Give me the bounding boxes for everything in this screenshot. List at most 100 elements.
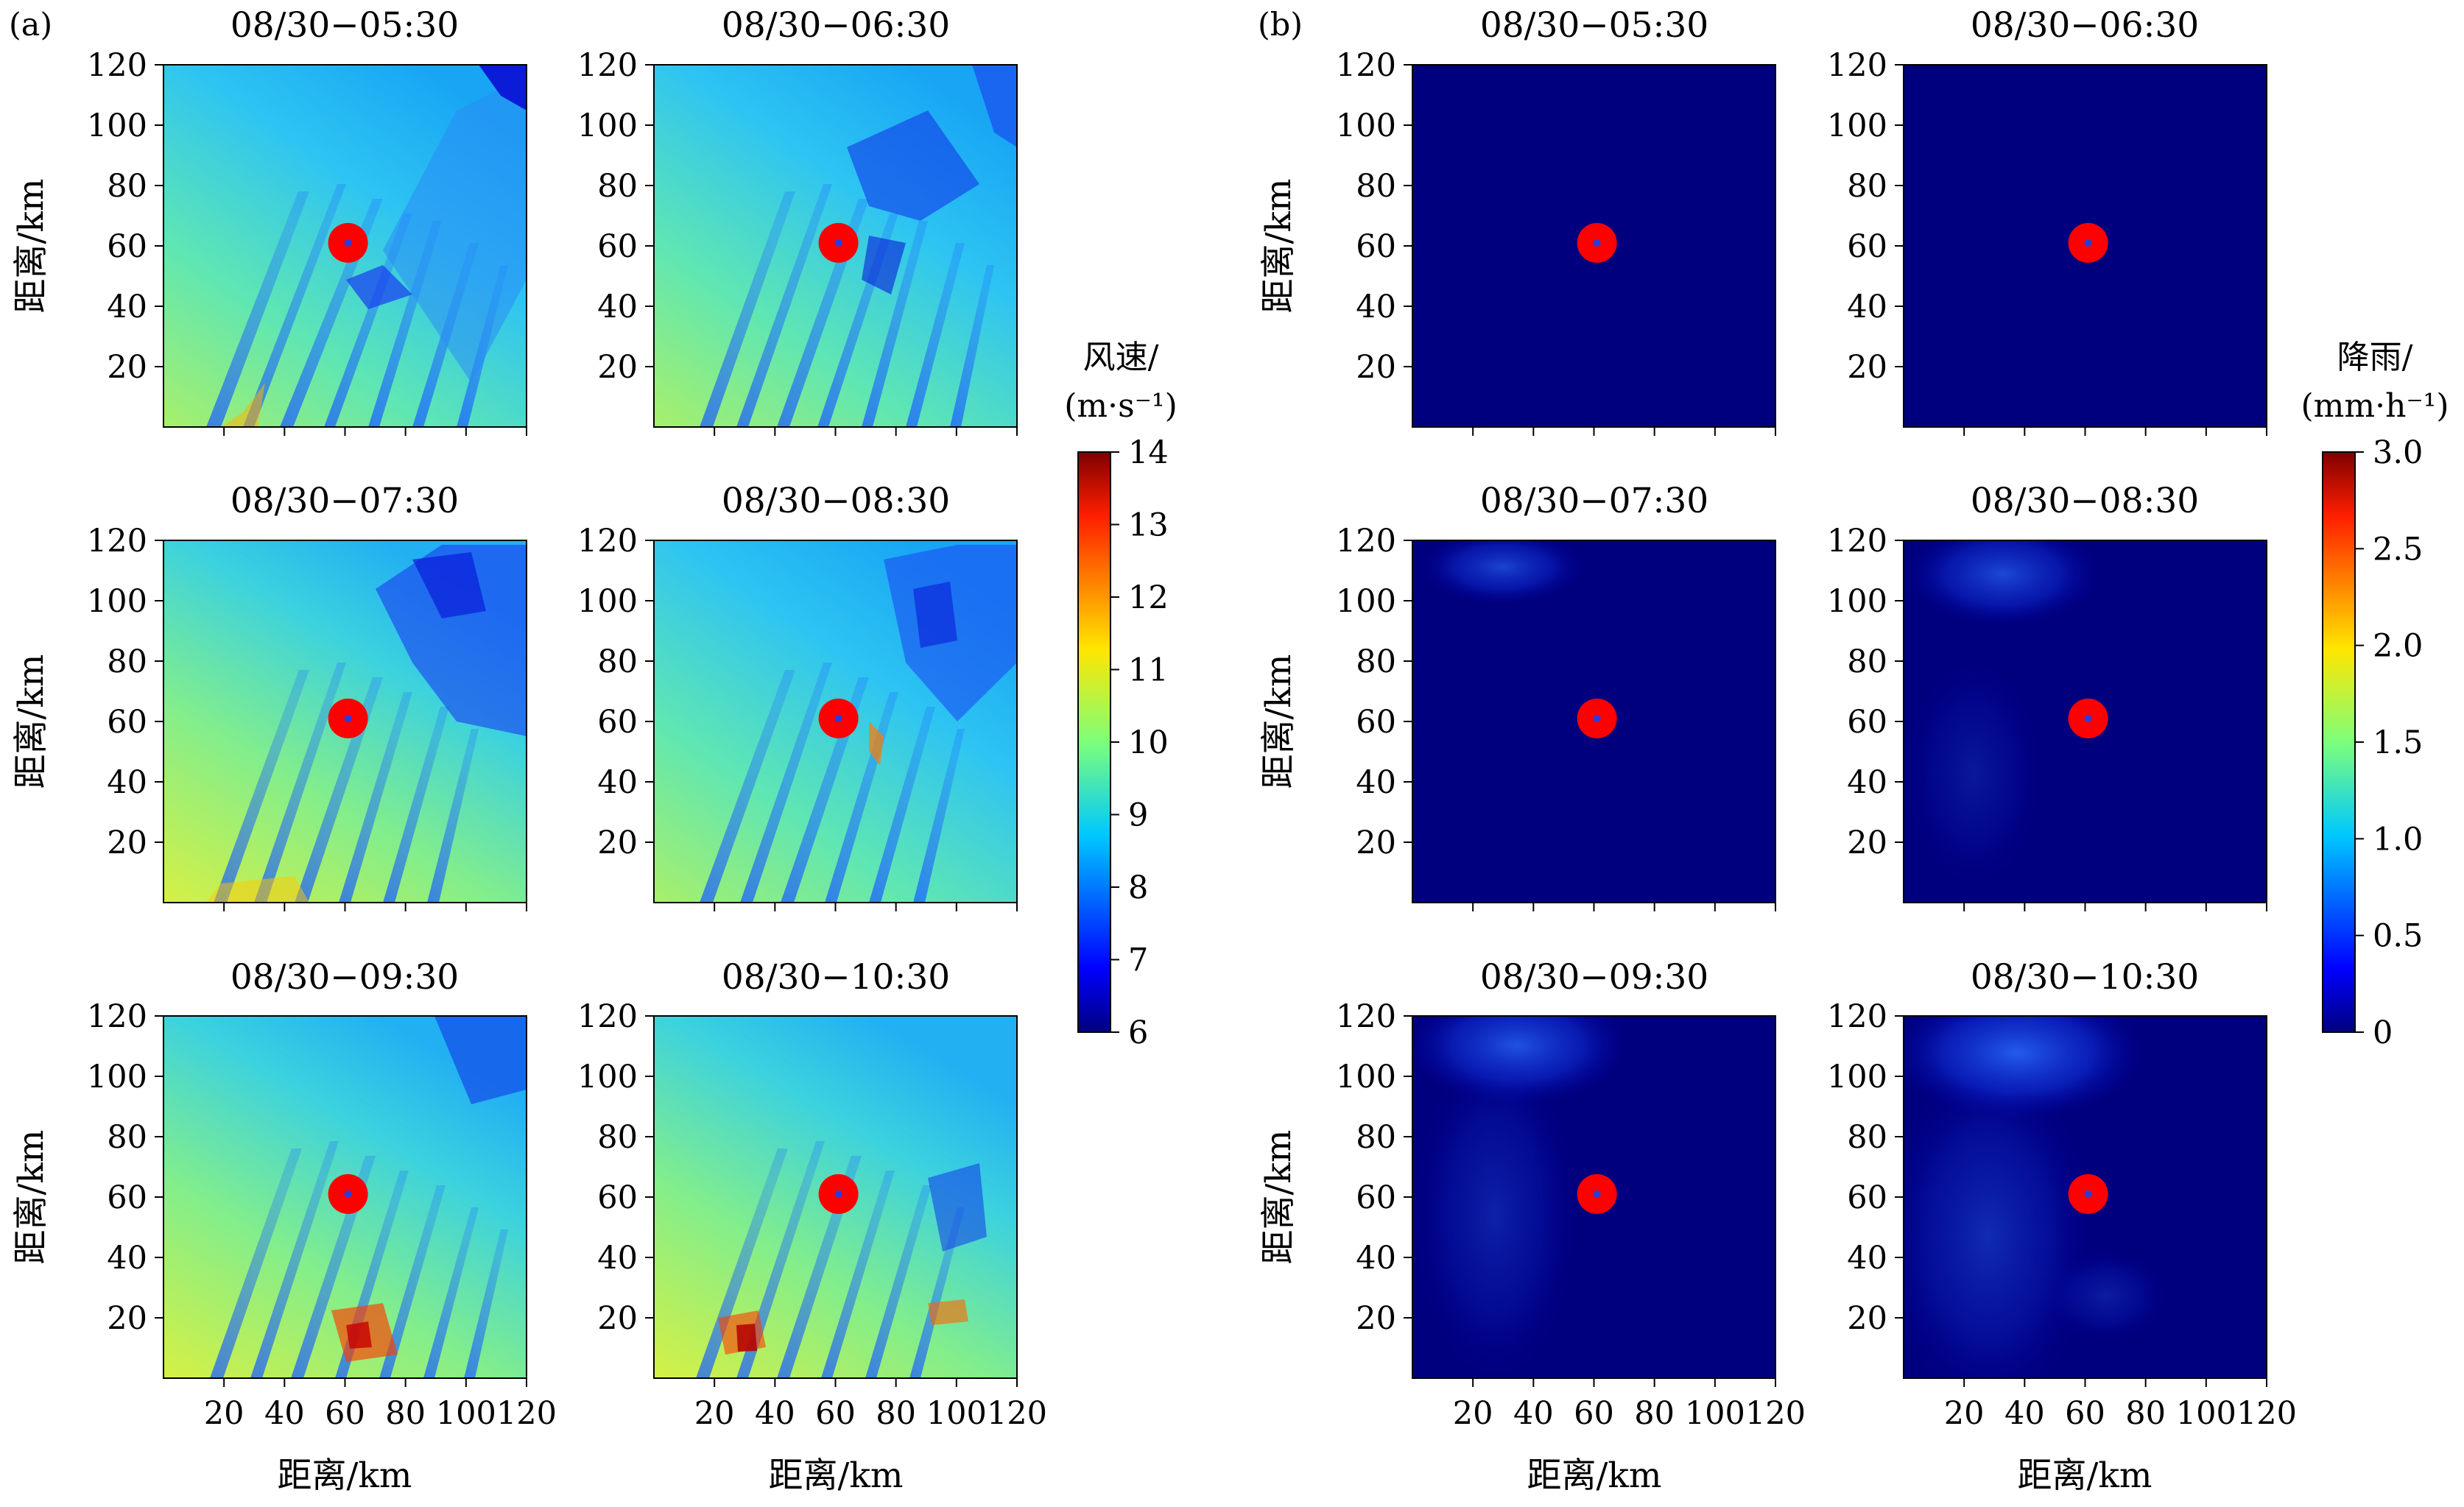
y-tick-label: 80	[107, 1119, 147, 1156]
wind-subplot-4: 08/30−08:30	[653, 481, 1018, 903]
rain-subplot-title: 08/30−05:30	[1480, 5, 1708, 46]
wind-subplot-title: 08/30−09:30	[230, 957, 459, 998]
y-tick-label: 60	[1847, 1179, 1887, 1216]
y-tick-label: 20	[597, 349, 638, 386]
site-marker-center	[344, 239, 352, 247]
colorbar-tick-label: 14	[1128, 434, 1169, 471]
rain-subplot-title: 08/30−09:30	[1480, 957, 1708, 998]
rain-colorbar-label-line2: (mm·h⁻¹)	[2301, 387, 2449, 425]
y-tick-label: 80	[1847, 168, 1887, 205]
y-tick-label: 100	[577, 107, 638, 144]
y-tick-label: 20	[107, 1300, 147, 1337]
y-tick-label: 120	[577, 998, 638, 1035]
y-tick-label: 20	[597, 1300, 638, 1337]
y-tick-label: 120	[1827, 47, 1887, 84]
y-tick-label: 100	[1827, 107, 1887, 144]
y-tick-label: 100	[1827, 1059, 1887, 1095]
colorbar-tick-label: 9	[1128, 797, 1148, 834]
wind-subplot-1: 08/30−05:30	[163, 5, 527, 428]
site-marker-center	[834, 239, 842, 247]
y-tick-label: 60	[1847, 228, 1887, 265]
y-tick-label: 100	[87, 583, 147, 620]
y-tick-label: 120	[1336, 47, 1396, 84]
x-tick-label: 20	[694, 1395, 735, 1432]
rain-subplot-5: 08/30−09:30	[1412, 957, 1776, 1379]
y-tick-label: 100	[577, 583, 638, 620]
y-tick-label: 80	[1356, 643, 1396, 680]
y-tick-label: 40	[1356, 1240, 1396, 1277]
x-tick-label: 80	[876, 1395, 916, 1432]
y-tick-label: 100	[87, 1059, 147, 1095]
site-marker-center	[1593, 714, 1601, 722]
y-tick-label: 60	[1356, 704, 1396, 741]
wind-subplot-title: 08/30−06:30	[722, 5, 950, 46]
site-marker-center	[1593, 1190, 1601, 1198]
y-axis-label: 距离/km	[11, 1130, 52, 1265]
y-tick-label: 40	[597, 764, 638, 801]
x-tick-label: 40	[1513, 1395, 1554, 1432]
y-tick-label: 100	[577, 1059, 638, 1095]
rain-colorbar-gradient	[2322, 451, 2356, 1033]
y-tick-label: 20	[1356, 349, 1396, 386]
y-tick-label: 80	[597, 643, 638, 680]
y-axis-label: 距离/km	[11, 179, 52, 314]
y-tick-label: 100	[1336, 583, 1396, 620]
wind-colorbar-label-line2: (m·s⁻¹)	[1064, 387, 1177, 425]
y-tick-label: 80	[107, 168, 147, 205]
y-tick-label: 60	[107, 1179, 147, 1216]
colorbar-tick-label: 0	[2373, 1014, 2393, 1051]
colorbar-tick-label: 1.0	[2373, 821, 2423, 858]
wind-subplot-5: 08/30−09:30	[163, 957, 527, 1379]
colorbar-tick-label: 1.5	[2373, 724, 2423, 761]
y-tick-label: 100	[1336, 1059, 1396, 1095]
colorbar-tick-label: 10	[1128, 724, 1169, 761]
rain-colorbar: 降雨/ (mm·h⁻¹) 0 0.5 1.0 1.5 2.0 2.5 3.0	[2301, 339, 2449, 1051]
y-tick-label: 40	[597, 289, 638, 325]
x-tick-label: 120	[987, 1395, 1047, 1432]
colorbar-tick-label: 7	[1128, 942, 1148, 979]
site-marker-center	[344, 1190, 352, 1198]
x-tick-label: 100	[436, 1395, 496, 1432]
y-tick-label: 40	[1847, 1240, 1887, 1277]
x-tick-label: 20	[1453, 1395, 1493, 1432]
wind-colorbar: 风速/ (m·s⁻¹) 6 7 8 9 10 11 12 13 14	[1064, 339, 1177, 1051]
y-tick-label: 60	[597, 1179, 638, 1216]
y-tick-label: 60	[107, 704, 147, 741]
colorbar-tick-label: 8	[1128, 869, 1148, 906]
y-tick-label: 120	[87, 523, 147, 560]
rain-colorbar-label-line1: 降雨/	[2337, 339, 2413, 376]
colorbar-tick-label: 12	[1128, 579, 1169, 616]
colorbar-tick-label: 2.0	[2373, 628, 2423, 665]
y-tick-label: 120	[577, 523, 638, 560]
y-tick-label: 40	[1356, 289, 1396, 325]
x-tick-label: 40	[264, 1395, 305, 1432]
y-tick-label: 80	[1847, 643, 1887, 680]
rain-subplot-title: 08/30−10:30	[1971, 957, 2199, 998]
x-axis-label: 距离/km	[1527, 1455, 1662, 1496]
y-tick-label: 60	[1847, 704, 1887, 741]
y-axis-label: 距离/km	[1259, 1130, 1299, 1265]
x-tick-label: 80	[1634, 1395, 1675, 1432]
site-marker-center	[1593, 239, 1601, 247]
y-tick-label: 40	[107, 1240, 147, 1277]
x-tick-label: 100	[1685, 1395, 1745, 1432]
y-tick-label: 20	[1847, 349, 1887, 386]
y-axis-label: 距离/km	[1259, 654, 1299, 789]
y-tick-label: 80	[1356, 168, 1396, 205]
y-tick-label: 40	[107, 289, 147, 325]
y-tick-label: 60	[597, 704, 638, 741]
x-tick-label: 40	[755, 1395, 795, 1432]
y-tick-label: 80	[597, 168, 638, 205]
colorbar-tick-label: 6	[1128, 1014, 1148, 1051]
colorbar-tick-label: 13	[1128, 507, 1169, 544]
colorbar-tick-label: 3.0	[2373, 434, 2423, 471]
y-tick-label: 20	[1356, 825, 1396, 861]
y-tick-label: 100	[87, 107, 147, 144]
y-tick-label: 20	[1356, 1300, 1396, 1337]
y-tick-label: 20	[107, 349, 147, 386]
site-marker-center	[834, 1190, 842, 1198]
y-tick-label: 40	[1356, 764, 1396, 801]
y-tick-label: 40	[1847, 764, 1887, 801]
rain-subplot-4: 08/30−08:30	[1903, 481, 2267, 903]
colorbar-tick-label: 2.5	[2373, 531, 2423, 568]
